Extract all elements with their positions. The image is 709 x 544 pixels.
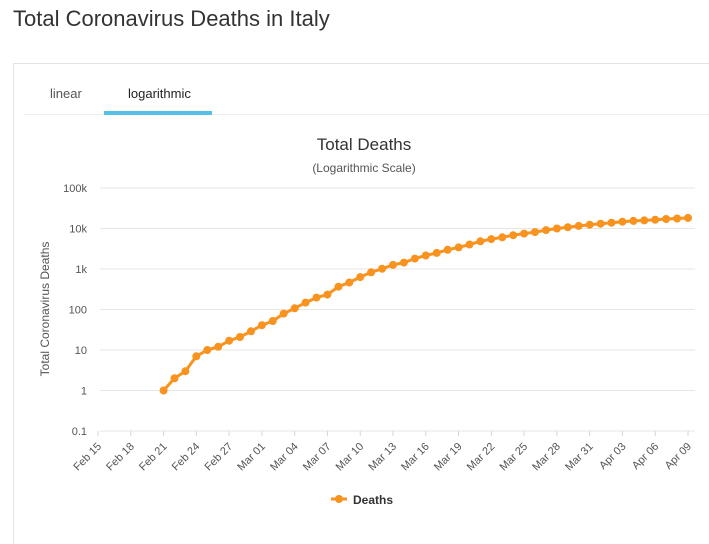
x-tick-label: Feb 27 xyxy=(203,441,236,474)
data-point xyxy=(247,327,255,336)
data-point xyxy=(170,374,179,383)
data-point xyxy=(203,346,212,354)
active-tab-indicator xyxy=(104,111,212,115)
scale-tabs: linear logarithmic xyxy=(24,64,709,115)
legend-marker xyxy=(335,495,343,503)
data-point xyxy=(509,231,518,240)
y-axis-label: Total Coronavirus Deaths xyxy=(38,242,52,377)
data-point xyxy=(367,268,376,277)
y-tick-label: 1 xyxy=(81,386,87,398)
x-tick-label: Apr 03 xyxy=(597,441,628,472)
data-point xyxy=(531,228,539,237)
x-tick-label: Feb 18 xyxy=(104,441,137,474)
series-line xyxy=(162,216,690,392)
data-point xyxy=(640,216,649,225)
data-point xyxy=(454,243,463,252)
data-point xyxy=(651,215,660,224)
data-point xyxy=(487,235,496,244)
chart-title: Total Deaths xyxy=(317,135,412,154)
y-tick-label: 10k xyxy=(69,224,87,236)
data-point xyxy=(662,215,671,223)
data-point xyxy=(673,214,682,223)
data-point xyxy=(585,220,594,229)
data-point xyxy=(334,282,343,291)
data-point xyxy=(684,213,692,222)
chart-subtitle: (Logarithmic Scale) xyxy=(312,161,415,175)
data-point xyxy=(574,221,583,230)
y-tick-label: 10 xyxy=(75,345,87,357)
data-point xyxy=(432,248,441,257)
y-tick-label: 100k xyxy=(63,183,87,195)
x-tick-label: Mar 07 xyxy=(301,441,334,474)
page-title: Total Coronavirus Deaths in Italy xyxy=(13,6,330,31)
x-tick-label: Mar 13 xyxy=(366,441,399,474)
data-point xyxy=(159,386,168,395)
data-point xyxy=(596,219,605,228)
data-point xyxy=(192,352,201,361)
data-point xyxy=(520,229,529,238)
x-tick-label: Mar 19 xyxy=(432,441,465,474)
x-tick-label: Mar 04 xyxy=(268,441,301,474)
data-point xyxy=(268,317,277,325)
data-point xyxy=(465,240,474,249)
data-point xyxy=(421,251,430,260)
data-point xyxy=(312,293,321,302)
y-tick-label: 1k xyxy=(75,264,87,276)
data-point xyxy=(389,260,397,269)
x-tick-label: Mar 01 xyxy=(235,441,268,474)
chart-panel: linear logarithmic xyxy=(13,63,709,544)
data-point xyxy=(323,290,332,299)
x-tick-label: Mar 31 xyxy=(563,441,596,474)
data-point xyxy=(542,226,550,235)
x-tick-label: Feb 15 xyxy=(71,441,104,474)
data-point xyxy=(378,264,387,273)
x-tick-label: Mar 25 xyxy=(498,441,531,474)
legend[interactable]: Deaths xyxy=(331,493,393,507)
data-point xyxy=(552,224,561,233)
data-point xyxy=(563,223,572,232)
data-point xyxy=(301,298,310,307)
y-tick-label: 100 xyxy=(69,305,87,317)
data-point xyxy=(214,342,223,351)
x-tick-label: Apr 09 xyxy=(663,441,694,472)
data-point xyxy=(290,304,299,313)
tab-linear[interactable]: linear xyxy=(50,86,82,101)
data-point xyxy=(257,321,266,330)
data-point xyxy=(279,309,288,318)
data-point xyxy=(181,367,190,376)
x-tick-label: Mar 10 xyxy=(334,441,367,474)
data-point xyxy=(236,333,244,341)
x-tick-label: Feb 21 xyxy=(137,441,170,474)
data-point xyxy=(410,254,419,263)
data-point xyxy=(629,216,638,225)
data-point xyxy=(476,237,485,246)
data-point xyxy=(356,273,365,282)
data-point xyxy=(498,233,507,242)
x-tick-label: Mar 28 xyxy=(530,441,563,474)
x-tick-label: Mar 16 xyxy=(399,441,432,474)
data-point xyxy=(618,217,627,226)
x-tick-label: Feb 24 xyxy=(170,441,203,474)
legend-label: Deaths xyxy=(353,493,393,507)
x-tick-label: Mar 22 xyxy=(465,441,498,474)
data-point xyxy=(443,245,452,254)
data-point xyxy=(345,278,354,287)
tab-logarithmic[interactable]: logarithmic xyxy=(128,86,191,101)
data-point xyxy=(225,336,234,345)
x-tick-label: Apr 06 xyxy=(630,441,661,472)
y-tick-label: 0.1 xyxy=(72,426,87,438)
data-point xyxy=(607,218,616,227)
data-point xyxy=(399,258,408,267)
